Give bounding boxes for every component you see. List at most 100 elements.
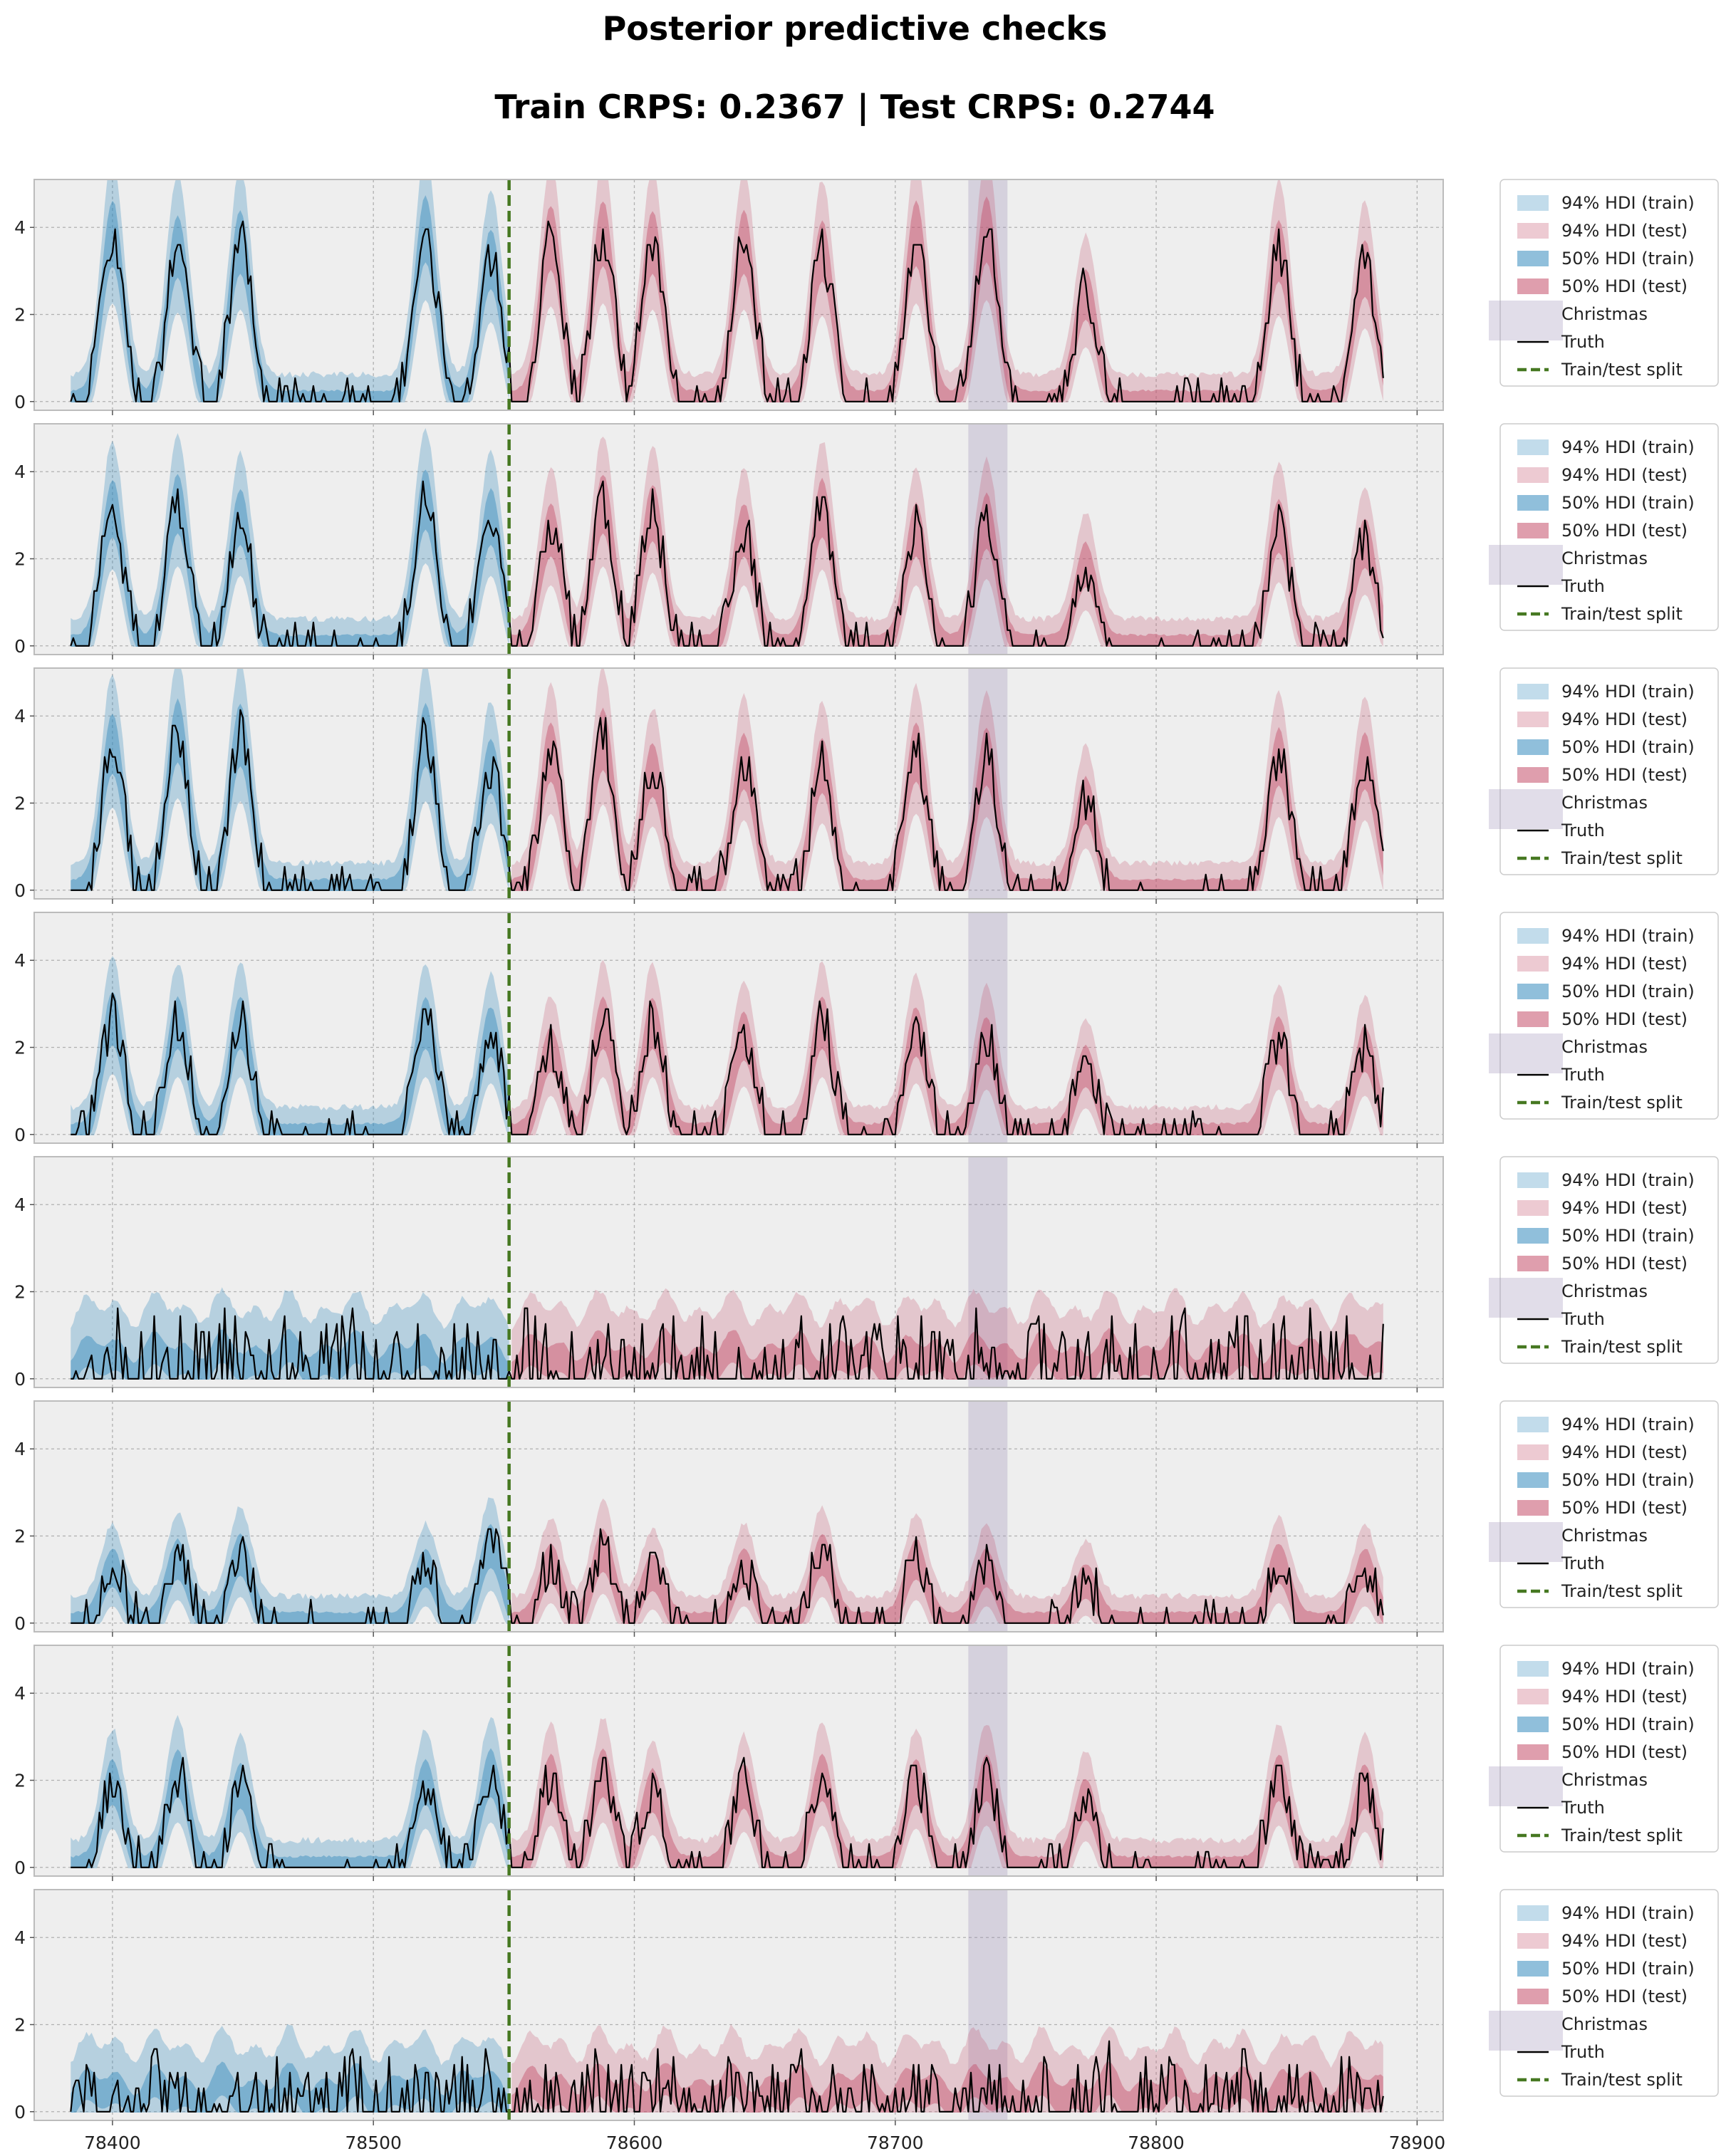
y-tick-label: 4 (14, 1927, 26, 1948)
legend-swatch (1517, 984, 1549, 999)
legend-swatch (1517, 739, 1549, 755)
panel-3: 0 2 4 94% HDI (train) 94% HDI (test) 50% HDI … (14, 667, 1719, 904)
y-tick-label: 2 (14, 2015, 26, 2036)
panel-4: 0 2 4 94% HDI (train) 94% HDI (test) 50% HDI … (14, 912, 1719, 1148)
band-94-train (71, 668, 509, 891)
band-50-train (71, 1524, 509, 1624)
plot-area (34, 912, 1443, 1143)
band-50-train (71, 1328, 509, 1380)
legend: 94% HDI (train) 94% HDI (test) 50% HDI (tr… (1489, 423, 1719, 631)
truth-line (71, 992, 1384, 1135)
legend-label: Christmas (1561, 1526, 1648, 1546)
legend-label: 50% HDI (test) (1561, 1009, 1688, 1029)
y-tick-label: 2 (14, 1282, 26, 1303)
legend-label: Christmas (1561, 1281, 1648, 1301)
legend-swatch (1517, 1444, 1549, 1460)
legend-label: 94% HDI (train) (1561, 1415, 1695, 1434)
legend-swatch (1489, 545, 1563, 585)
legend: 94% HDI (train) 94% HDI (test) 50% HDI (tr… (1489, 179, 1719, 387)
legend-swatch (1517, 1228, 1549, 1244)
truth-line (71, 1528, 1384, 1624)
legend-swatch (1517, 1417, 1549, 1432)
legend-label: 94% HDI (test) (1561, 1687, 1688, 1707)
plot-content (71, 912, 1384, 1143)
truth-line (71, 1307, 1384, 1380)
legend-label: 50% HDI (train) (1561, 249, 1695, 269)
legend-label: Train/test split (1561, 1581, 1683, 1601)
legend-label: 94% HDI (test) (1561, 465, 1688, 485)
legend: 94% HDI (train) 94% HDI (test) 50% HDI (tr… (1489, 1645, 1719, 1853)
plot-content (70, 179, 1384, 410)
legend-label: Christmas (1561, 1770, 1648, 1790)
legend-swatch (1489, 301, 1563, 340)
panels-group: 0 2 4 94% HDI (train) 94% HDI (test) 50% HDI … (14, 179, 1719, 2153)
legend-label: Train/test split (1561, 1337, 1683, 1357)
legend: 94% HDI (train) 94% HDI (test) 50% HDI (tr… (1489, 1889, 1719, 2097)
legend-label: Christmas (1561, 304, 1648, 324)
y-tick-label: 4 (14, 1439, 26, 1459)
x-tick-label: 78400 (84, 2132, 141, 2153)
band-94-train (71, 179, 509, 402)
band-94-train (71, 1497, 509, 1624)
legend-label: Christmas (1561, 793, 1648, 813)
band-94-test (511, 668, 1383, 891)
axes-frame (33, 1400, 1444, 1632)
legend-swatch (1517, 684, 1549, 699)
legend-box (1499, 179, 1719, 387)
legend-label: 50% HDI (train) (1561, 1714, 1695, 1734)
legend-swatch (1517, 523, 1549, 538)
band-94-train (71, 2024, 509, 2113)
y-tick-label: 2 (14, 1526, 26, 1547)
legend-box (1499, 423, 1719, 631)
band-50-test (511, 1328, 1383, 1380)
legend-swatch (1517, 467, 1549, 483)
band-94-test (511, 1288, 1383, 1380)
legend-label: 94% HDI (train) (1561, 437, 1695, 457)
y-tick-label: 4 (14, 950, 26, 971)
legend-label: Train/test split (1561, 2070, 1683, 2090)
legend-label: 94% HDI (test) (1561, 221, 1688, 241)
legend-label: Christmas (1561, 2014, 1648, 2034)
legend-label: 50% HDI (train) (1561, 1959, 1695, 1979)
legend-swatch (1517, 767, 1549, 783)
legend-swatch (1517, 1744, 1549, 1760)
legend-label: 50% HDI (test) (1561, 1742, 1688, 1762)
band-50-train (71, 698, 509, 891)
axes-frame (33, 423, 1444, 655)
y-tick-label: 0 (14, 1613, 26, 1634)
y-tick-label: 2 (14, 549, 26, 570)
legend-swatch (1517, 1717, 1549, 1732)
legend-label: Train/test split (1561, 848, 1683, 868)
legend-swatch (1489, 1522, 1563, 1562)
legend-label: Truth (1561, 1309, 1605, 1329)
legend-swatch (1517, 1256, 1549, 1271)
legend-swatch (1517, 1905, 1549, 1921)
legend-label: Truth (1561, 332, 1605, 352)
band-50-train (71, 991, 509, 1135)
panel-8: 0 2 4 78400 78500 78600 78700 78800 78900 94% HDI… (14, 1889, 1719, 2153)
plot-content (70, 424, 1384, 655)
panel-5: 0 2 4 94% HDI (train) 94% HDI (test) 50% HDI … (14, 1156, 1719, 1392)
axes-frame (33, 1889, 1444, 2121)
christmas-span (968, 912, 1008, 1143)
legend-swatch (1517, 1989, 1549, 2004)
legend-swatch (1517, 195, 1549, 211)
legend-swatch (1489, 1766, 1563, 1806)
legend-label: 94% HDI (test) (1561, 1442, 1688, 1462)
y-tick-label: 0 (14, 880, 26, 901)
legend: 94% HDI (train) 94% HDI (test) 50% HDI (tr… (1489, 912, 1719, 1120)
band-94-test (511, 959, 1383, 1135)
legend-label: 94% HDI (train) (1561, 926, 1695, 946)
legend-swatch (1517, 495, 1549, 511)
truth-line (70, 480, 1384, 647)
legend-label: 50% HDI (train) (1561, 1226, 1695, 1246)
y-tick-label: 0 (14, 2102, 26, 2123)
legend-label: Train/test split (1561, 360, 1683, 380)
axes-frame (33, 912, 1444, 1144)
legend-label: Train/test split (1561, 1826, 1683, 1845)
legend-swatch (1517, 1661, 1549, 1677)
legend-label: 50% HDI (test) (1561, 765, 1688, 785)
y-tick-label: 2 (14, 793, 26, 814)
y-tick-label: 0 (14, 1858, 26, 1878)
